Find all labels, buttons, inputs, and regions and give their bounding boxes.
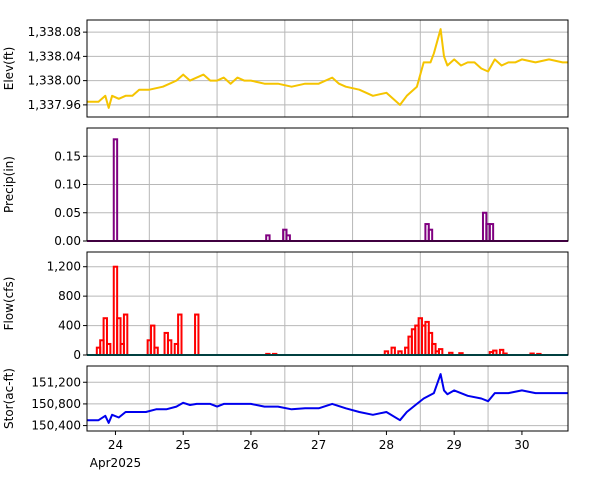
x-tick-label: 29 <box>447 438 462 452</box>
y-tick-label: 1,200 <box>47 260 81 274</box>
panel-frame <box>86 19 569 118</box>
y-tick-label: 1,338.08 <box>28 25 81 39</box>
x-tick-label: 26 <box>243 438 258 452</box>
y-tick-label: 0.05 <box>54 206 81 220</box>
x-tick-label: 30 <box>514 438 529 452</box>
x-month-label: Apr2025 <box>90 456 141 470</box>
series-line <box>87 28 568 109</box>
x-tick-label: 28 <box>379 438 394 452</box>
x-tick-label: 24 <box>108 438 123 452</box>
y-tick-label: 150,800 <box>31 397 81 411</box>
panel-background <box>87 20 568 117</box>
panel-frame <box>86 365 569 432</box>
y-tick-label: 1,338.00 <box>28 74 81 88</box>
y-tick-label: 1,337.96 <box>28 98 81 112</box>
chart-panels: 1,337.96 1,338.00 1,338.04 1,338.08 Elev(ft)… <box>2 19 569 433</box>
y-tick-label: 150,400 <box>31 419 81 433</box>
panel-2: 0.00 0.05 0.10 0.15 Precip(in) <box>2 127 569 248</box>
panel-frame <box>86 251 569 356</box>
y-tick-label: 0.10 <box>54 178 81 192</box>
y-tick-label: 800 <box>58 289 81 303</box>
panel-1: 1,337.96 1,338.00 1,338.04 1,338.08 Elev(ft) <box>2 19 569 118</box>
y-axis-label: Precip(in) <box>2 156 16 213</box>
x-tick-label: 25 <box>176 438 191 452</box>
y-tick-label: 0.15 <box>54 149 81 163</box>
y-tick-label: 1,338.04 <box>28 49 81 63</box>
panel-frame <box>86 127 569 242</box>
panel-3: 0 400 800 1,200 Flow(cfs) <box>2 251 569 362</box>
y-axis-label: Flow(cfs) <box>2 277 16 331</box>
panel-background <box>87 366 568 431</box>
y-tick-label: 0.00 <box>54 234 81 248</box>
y-axis-label: Elev(ft) <box>2 47 16 90</box>
y-tick-label: 151,200 <box>31 375 81 389</box>
y-tick-label: 0 <box>73 348 81 362</box>
x-axis: 24 25 26 27 28 29 30 Apr2025 <box>90 431 530 470</box>
series-line <box>87 373 568 424</box>
panel-background <box>87 252 568 355</box>
panel-4: 150,400 150,800 151,200 Stor(ac-ft) <box>2 365 569 433</box>
x-tick-label: 27 <box>311 438 326 452</box>
y-tick-label: 400 <box>58 319 81 333</box>
y-axis-label: Stor(ac-ft) <box>2 368 16 429</box>
